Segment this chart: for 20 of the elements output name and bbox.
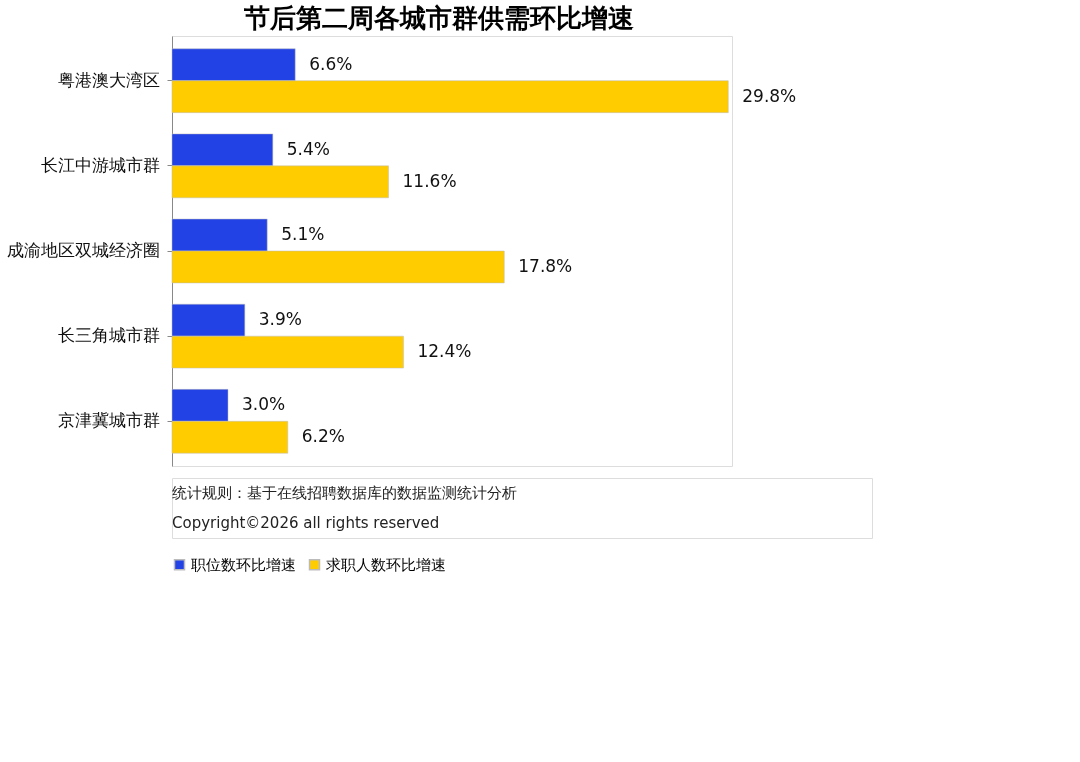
data-label: 5.4% <box>286 138 330 159</box>
legend-label: 职位数环比增速 <box>191 555 296 574</box>
data-label: 17.8% <box>518 255 573 276</box>
data-label: 6.2% <box>301 426 345 447</box>
data-label: 11.6% <box>402 170 457 191</box>
y-tick-label: 京津冀城市群 <box>57 410 160 431</box>
data-label: 29.8% <box>742 85 797 106</box>
legend-label: 求职人数环比增速 <box>326 555 446 574</box>
y-tick-label: 成渝地区双城经济圈 <box>6 240 160 260</box>
text: 统计规则：基于在线招聘数据库的数据监测统计分析 <box>172 484 517 502</box>
data-label: 3.0% <box>242 394 286 415</box>
data-label: 5.1% <box>281 224 325 245</box>
y-tick-label: 长江中游城市群 <box>40 154 160 175</box>
data-label: 3.9% <box>258 309 302 330</box>
data-label: 6.6% <box>309 53 353 74</box>
y-tick-label: 粤港澳大湾区 <box>57 69 160 90</box>
data-label: 12.4% <box>417 341 472 362</box>
text: Copyright©2026 all rights reserved <box>172 514 440 532</box>
y-tick-label: 长三角城市群 <box>57 325 160 346</box>
chart-title: 节后第二周各城市群供需环比增速 <box>243 2 634 33</box>
